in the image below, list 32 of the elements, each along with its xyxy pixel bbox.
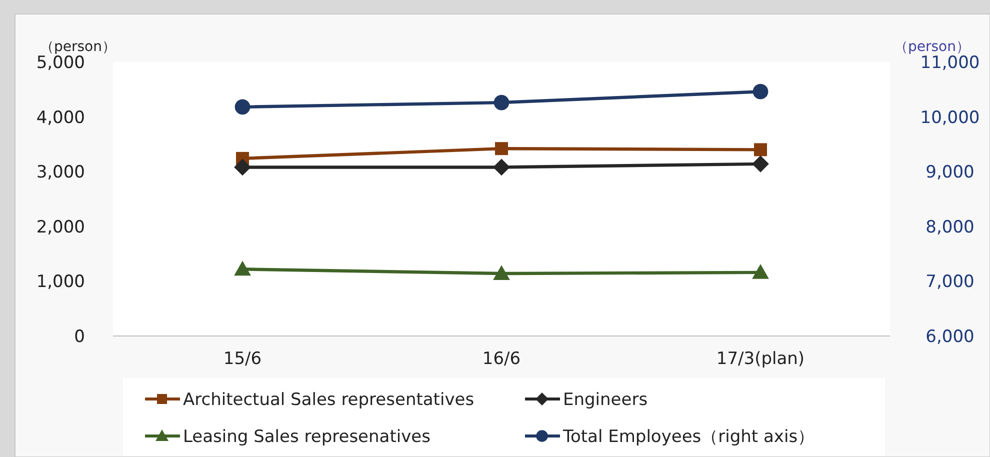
x-tick-label: 16/6 [482, 349, 521, 369]
point [752, 264, 769, 279]
point [754, 143, 767, 156]
y-tick-label: 2,000 [36, 217, 85, 238]
y-axis-title: （person） [40, 39, 116, 55]
y2-axis-title: （person） [894, 39, 970, 55]
y-tick-label: 5,000 [36, 52, 85, 73]
point [234, 260, 251, 276]
point [752, 84, 768, 100]
point [495, 142, 508, 156]
legend-label: Leasing Sales represenatives [183, 427, 431, 447]
legend-label: Engineers [563, 390, 648, 410]
point [752, 155, 769, 172]
y2-tick-label: 10,000 [920, 108, 980, 128]
y-tick-label: 0 [74, 326, 85, 347]
legend-label: Total Employees（right axis） [562, 427, 815, 447]
y2-tick-label: 11,000 [920, 52, 980, 73]
point [234, 99, 250, 115]
y2-tick-label: 6,000 [926, 326, 974, 347]
y2-tick-label: 9,000 [926, 162, 974, 183]
y-tick-label: 4,000 [36, 108, 85, 128]
y-tick-label: 1,000 [36, 272, 85, 292]
x-tick-label: 17/3(plan) [716, 349, 805, 369]
x-tick-label: 15/6 [223, 349, 262, 369]
point [494, 94, 510, 110]
y2-tick-label: 7,000 [926, 272, 974, 292]
point [493, 265, 510, 280]
y-tick-label: 3,000 [36, 162, 85, 183]
y2-tick-label: 8,000 [926, 217, 974, 238]
legend-label: Architectual Sales representatives [183, 390, 474, 410]
point [234, 158, 251, 176]
point [493, 158, 510, 176]
